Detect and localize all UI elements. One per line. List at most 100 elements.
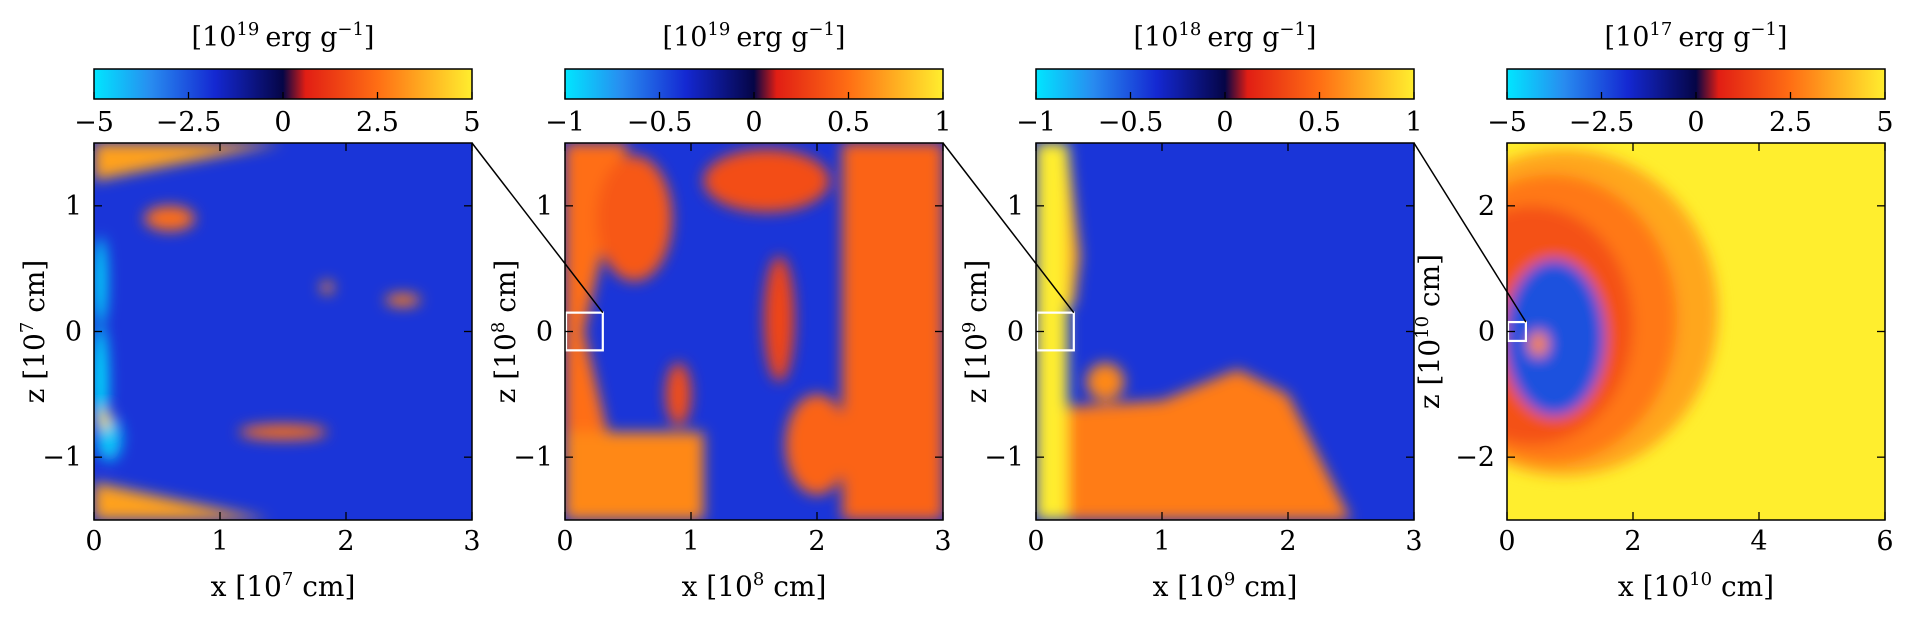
y-tick-label: 0 (1478, 317, 1495, 348)
colorbar-tick-label: −2.5 (1569, 107, 1635, 138)
x-axis-label-exp: 10 (1689, 569, 1712, 590)
colorbar-tick-label: −5 (74, 107, 114, 138)
colorbar-tick-label: 1 (1405, 107, 1422, 138)
heatmap-blob (1086, 362, 1125, 401)
colorbar-tick-label: −0.5 (1098, 107, 1164, 138)
heatmap-wedge (565, 143, 628, 520)
zoom-connector-line (1413, 142, 1527, 323)
y-tick-label: 0 (1007, 317, 1024, 348)
zoom-connector-lines (471, 142, 1527, 323)
zoom-connector-line (471, 142, 604, 314)
colorbar (1035, 68, 1415, 100)
colorbar-tick-label: 5 (1876, 107, 1893, 138)
y-axis-label-exp: 7 (17, 322, 38, 333)
x-axis-label-exp: 9 (1224, 569, 1235, 590)
heatmap-features (94, 143, 421, 520)
y-axis-label-unit: cm] (1413, 254, 1446, 316)
x-axis-label-exp: 7 (282, 569, 293, 590)
colorbar-label-label-unit-exp: −1 (1750, 19, 1777, 40)
zoom-connector-line (942, 142, 1075, 314)
x-axis-label: x [108 cm] (682, 569, 827, 603)
heatmap-features (1507, 149, 1719, 476)
colorbar-label-label-exp: 17 (1649, 19, 1672, 40)
y-tick-label: −1 (984, 442, 1024, 473)
x-tick-label: 0 (556, 526, 573, 557)
x-tick-label: 1 (682, 526, 699, 557)
heatmap-blob (144, 205, 195, 231)
colorbar-tick-label: 1 (934, 107, 951, 138)
x-axis-label-text: x [10 (1153, 570, 1224, 603)
y-axis-label-text: z [10 (489, 333, 522, 403)
y-tick-label: −1 (42, 442, 82, 473)
y-axis-label: z [107 cm] (17, 260, 51, 404)
y-axis-label-unit: cm] (18, 260, 51, 322)
x-tick-label: 3 (463, 526, 480, 557)
colorbar-tick-label: 0 (274, 107, 291, 138)
y-axis-label-text: z [10 (1413, 339, 1446, 409)
x-axis-label-exp: 8 (753, 569, 764, 590)
y-axis-label-exp: 10 (1412, 316, 1433, 339)
y-tick-label: −1 (513, 442, 553, 473)
colorbar-label-label-unit: erg g (736, 22, 808, 53)
x-axis-label: x [107 cm] (211, 569, 356, 603)
colorbar-tick-label: −2.5 (156, 107, 222, 138)
colorbar-tick-label: 0 (1216, 107, 1233, 138)
colorbar-label-label-exp: 19 (236, 19, 259, 40)
heatmap-field (1507, 143, 1885, 520)
x-tick-label: 0 (1027, 526, 1044, 557)
heatmap-blob (238, 424, 328, 440)
heatmap-blob (764, 256, 795, 382)
x-axis-label-text: x [10 (682, 570, 753, 603)
heatmap-wedge (94, 143, 283, 181)
heatmap-blob (320, 281, 334, 294)
y-axis-label: z [109 cm] (959, 260, 993, 404)
heatmap-field (94, 143, 472, 520)
x-tick-label: 0 (85, 526, 102, 557)
x-tick-label: 1 (211, 526, 228, 557)
x-axis-label: x [109 cm] (1153, 569, 1298, 603)
y-tick-label: 0 (65, 317, 82, 348)
colorbar-label-label-exp: 19 (707, 19, 730, 40)
y-tick-label: 0 (536, 317, 553, 348)
heatmap-region (565, 432, 704, 520)
x-axis-label-unit: cm] (1235, 570, 1297, 603)
y-tick-label: 2 (1478, 191, 1495, 222)
colorbar-label-label-exp: 18 (1178, 19, 1201, 40)
y-axis-label-unit: cm] (489, 260, 522, 322)
colorbar-tick-label: −1 (545, 107, 585, 138)
colorbar-tick-label: 2.5 (1769, 107, 1812, 138)
x-tick-label: 2 (1279, 526, 1296, 557)
x-tick-label: 0 (1498, 526, 1515, 557)
heatmap-blob (703, 149, 830, 213)
colorbar-label-label-unit-exp: −1 (1279, 19, 1306, 40)
y-axis-label: z [1010 cm] (1412, 254, 1446, 409)
y-tick-label: −2 (1455, 442, 1495, 473)
heatmap-blob (785, 394, 849, 495)
colorbar-label-label-unit: erg g (265, 22, 337, 53)
colorbar-tick-label: 0.5 (827, 107, 870, 138)
colorbar-label-label-close: ] (364, 22, 375, 53)
y-axis-label-unit: cm] (960, 260, 993, 322)
x-axis-label-text: x [10 (211, 570, 282, 603)
colorbar-label-label-unit: erg g (1678, 22, 1750, 53)
colorbar-tick-label: −5 (1487, 107, 1527, 138)
colorbar-label: [1019 erg g−1] (192, 19, 375, 53)
heatmap-blob (385, 293, 421, 307)
heatmap-field (565, 143, 943, 520)
x-tick-label: 4 (1750, 526, 1767, 557)
colorbar-label: [1017 erg g−1] (1605, 19, 1788, 53)
colorbar-tick-label: 0 (1687, 107, 1704, 138)
heatmap-blob (665, 362, 692, 426)
colorbar-label-label-base: [10 (663, 22, 708, 53)
colorbar-label-label-base: [10 (1605, 22, 1650, 53)
x-axis-label-unit: cm] (293, 570, 355, 603)
y-axis-label-exp: 8 (488, 322, 509, 333)
colorbar-label-label-close: ] (835, 22, 846, 53)
x-tick-label: 3 (1405, 526, 1422, 557)
x-tick-label: 2 (337, 526, 354, 557)
heatmap-blob (596, 155, 673, 282)
x-tick-label: 3 (934, 526, 951, 557)
heatmap-wedge (94, 482, 271, 520)
colorbar-label-label-close: ] (1777, 22, 1788, 53)
